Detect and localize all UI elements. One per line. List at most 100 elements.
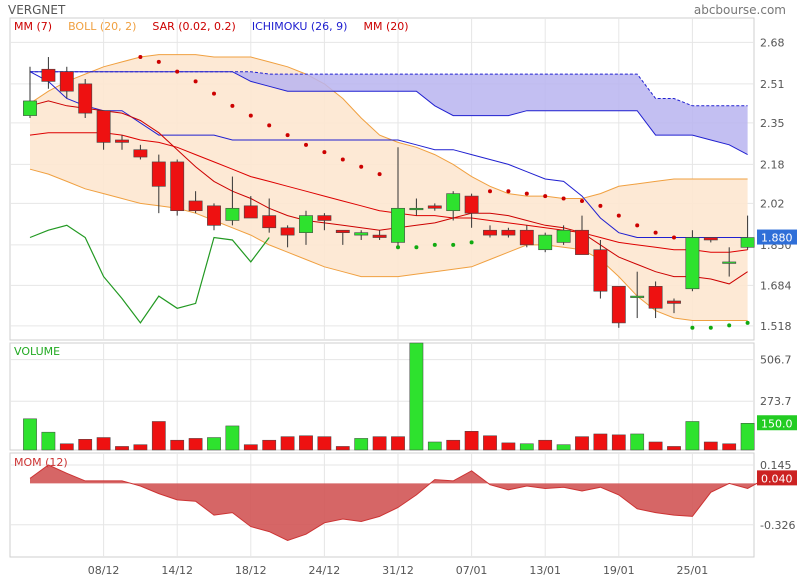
candle-body [740,237,755,248]
legend-item: BOLL (20, 2) [68,20,136,33]
volume-bar [133,444,148,451]
y-tick-label: 1.684 [760,279,792,292]
y-tick-label: 273.7 [760,395,792,408]
candle-body [611,286,626,324]
momentum-panel-label: MOM (12) [14,456,68,469]
sar-dot [653,230,658,235]
legend-item: MM (20) [363,20,408,33]
price-current-badge: 1.880 [761,232,793,245]
x-tick-label: 07/01 [456,564,488,577]
candle-body [501,229,516,236]
y-tick-label: 2.68 [760,36,785,49]
volume-bar [115,446,129,451]
sar-dot [396,245,400,250]
candle-body [464,195,479,214]
volume-bar [427,441,442,451]
sar-dot [340,157,345,162]
x-tick-label: 14/12 [161,564,193,577]
x-tick-label: 08/12 [88,564,120,577]
candle-body [299,215,313,233]
volume-current-badge-bg [757,415,797,431]
chart-title: VERGNET [8,3,66,17]
sar-dot [745,320,750,325]
sar-dot [359,164,364,169]
x-tick-label: 18/12 [235,564,267,577]
volume-bar [575,436,589,451]
candle-body [23,100,37,116]
price-panel-frame [9,17,755,341]
sar-dot [377,172,382,177]
volume-bar [630,433,645,451]
x-tick-label: 24/12 [309,564,341,577]
sar-dot [616,213,621,218]
candle-body [703,237,718,241]
sar-dot [138,55,143,60]
x-tick-label: 31/12 [382,564,414,577]
candle-body [59,71,74,92]
candle-body [243,205,258,219]
bollinger-upper-line [29,54,748,199]
volume-bar [648,441,663,451]
momentum-current-badge: 0.040 [761,472,793,485]
sar-dot [672,235,676,240]
sar-dot [635,223,640,228]
volume-bar [667,446,681,451]
legend-item: ICHIMOKU (26, 9) [252,20,348,33]
y-tick-label: -0.326 [760,519,795,532]
candle-body [317,215,332,221]
bollinger-band-area [30,54,748,321]
sar-dot [248,113,253,118]
sar-dot [727,323,732,328]
sar-dot [212,91,216,96]
volume-bar [207,437,221,451]
volume-bar [391,436,405,451]
volume-bar [280,436,295,451]
momentum-area [30,465,766,541]
price-current-badge-bg [757,229,797,245]
y-tick-label: 1.518 [760,320,792,333]
candle-body [280,227,295,236]
volume-bar [611,434,626,451]
y-tick-label: 2.51 [760,78,785,91]
volume-bar [740,423,755,451]
volume-bar [538,439,553,451]
y-tick-label: 2.35 [760,117,785,130]
candle-body [685,237,700,290]
sar-dot [708,325,713,330]
mm20-line [29,132,748,253]
candle-body [538,234,553,251]
volume-bar [299,435,313,451]
volume-bar [151,421,166,451]
momentum-current-badge-bg [757,470,797,486]
candle-body [207,205,221,226]
candle-body [593,249,608,292]
ichimoku-cloud [30,71,748,155]
sar-dot [322,150,327,155]
volume-bar [556,444,571,451]
candle-body [151,161,166,187]
candle-body [446,193,461,212]
volume-bar [78,439,93,451]
candle-body [354,232,369,236]
volume-bar [317,436,332,451]
candle-body [391,207,405,243]
volume-bar [501,442,516,451]
volume-bar [225,425,240,451]
source-watermark: abcbourse.com [694,3,786,17]
volume-bar [23,418,37,451]
sar-dot [524,191,529,196]
candle-body [115,139,129,143]
sar-dot [561,196,566,201]
candle-body [133,149,148,158]
candle-body [96,110,111,143]
candle-body [519,229,534,246]
volume-bar [464,431,479,451]
candle-body [667,300,681,304]
candle-body [722,261,737,264]
volume-bar [446,439,461,451]
candle-body [225,207,240,221]
candle-body [188,200,203,212]
x-tick-label: 13/01 [529,564,561,577]
sar-dot [285,133,290,138]
sar-dot [230,103,235,108]
